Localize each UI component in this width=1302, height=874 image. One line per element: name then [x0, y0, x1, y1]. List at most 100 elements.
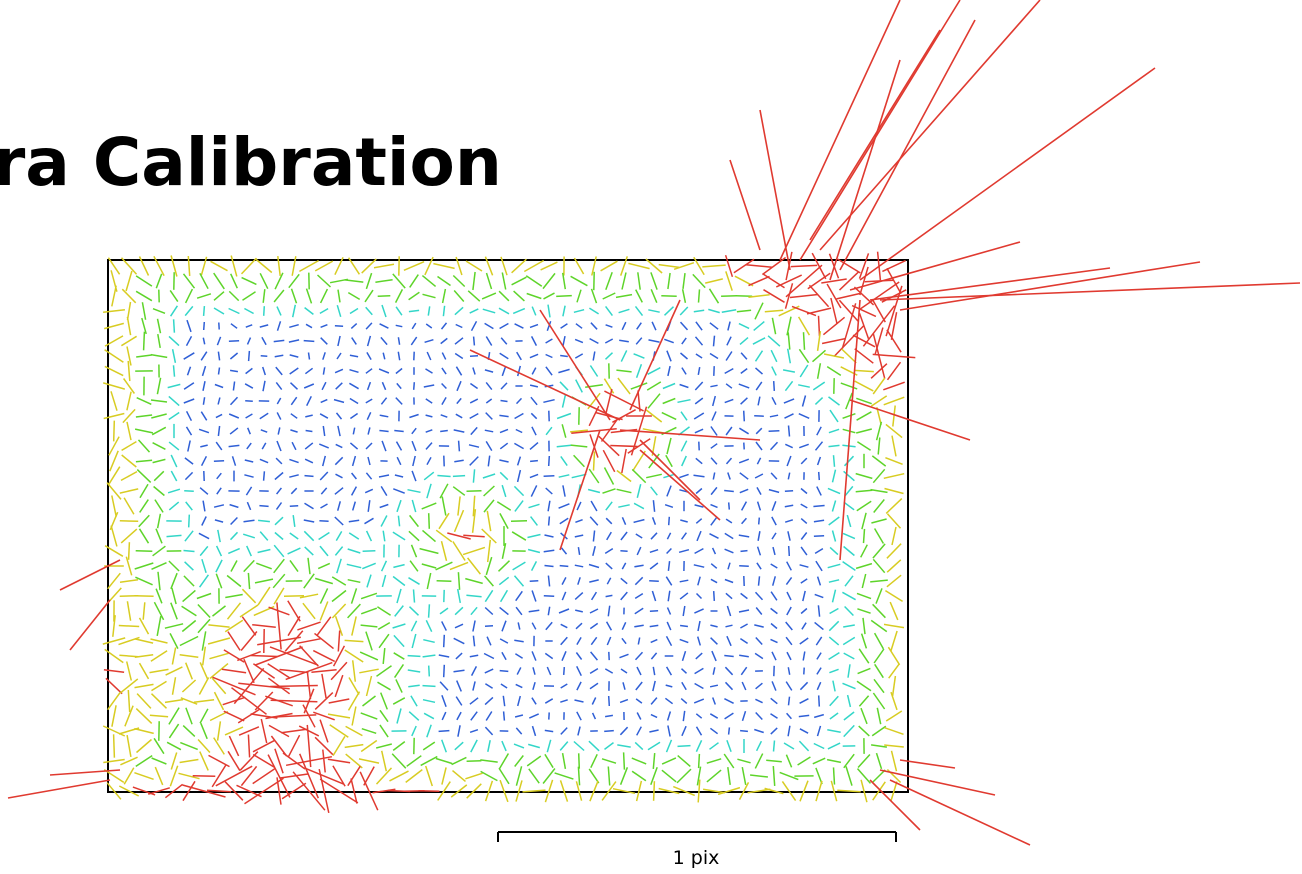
residual-vector	[661, 757, 677, 765]
residual-vector	[682, 605, 686, 617]
residual-vector	[500, 399, 508, 403]
residual-vector	[854, 369, 874, 373]
residual-vector	[382, 530, 386, 542]
residual-vector	[223, 649, 245, 663]
residual-vector	[710, 457, 718, 465]
residual-vector	[408, 711, 420, 721]
residual-vector	[756, 562, 762, 570]
residual-vector	[680, 668, 688, 674]
residual-vector	[576, 711, 582, 721]
residual-vector	[208, 624, 230, 628]
residual-vector	[577, 753, 581, 769]
residual-vector	[729, 159, 761, 251]
residual-vector	[170, 752, 178, 770]
residual-vector	[621, 562, 627, 570]
residual-vector	[546, 739, 552, 753]
residual-vector	[352, 427, 356, 435]
residual-vector	[724, 489, 734, 493]
residual-vector	[545, 353, 553, 359]
residual-vector	[424, 338, 434, 344]
residual-vector	[229, 369, 239, 373]
residual-vector	[784, 283, 794, 309]
residual-vector	[890, 691, 898, 711]
residual-vector	[874, 327, 884, 355]
residual-vector	[215, 413, 223, 419]
residual-vector	[391, 753, 407, 769]
residual-vector	[831, 469, 837, 483]
residual-vector	[285, 661, 333, 681]
residual-vector	[499, 428, 509, 434]
residual-vector	[693, 564, 705, 568]
residual-vector	[135, 708, 153, 724]
residual-vector	[272, 573, 286, 589]
residual-vector	[122, 378, 136, 394]
residual-vector	[604, 547, 614, 555]
residual-vector	[605, 562, 613, 570]
residual-vector	[214, 519, 224, 523]
residual-vector	[457, 572, 461, 590]
residual-vector	[501, 651, 507, 661]
residual-vector	[827, 742, 841, 750]
residual-vector	[873, 648, 885, 664]
residual-vector	[7, 779, 111, 799]
residual-vector	[604, 729, 614, 733]
residual-vector	[303, 339, 315, 343]
residual-vector	[202, 337, 206, 345]
residual-vector	[814, 593, 824, 599]
residual-vector	[118, 624, 140, 628]
residual-vector	[697, 576, 701, 586]
residual-vector	[258, 519, 270, 523]
residual-vector	[123, 767, 135, 785]
residual-vector	[299, 259, 319, 273]
residual-vector	[171, 647, 177, 665]
residual-vector	[171, 677, 177, 695]
residual-vector	[409, 514, 419, 528]
residual-vector	[856, 500, 872, 512]
residual-vector	[182, 725, 196, 737]
residual-vector	[155, 528, 163, 544]
residual-vector	[499, 669, 509, 673]
residual-vector	[741, 681, 747, 691]
residual-vector	[617, 744, 631, 748]
residual-vector	[155, 273, 163, 289]
residual-vector	[619, 339, 629, 343]
residual-vector	[790, 264, 818, 268]
residual-vector	[620, 577, 628, 585]
residual-vector	[858, 281, 900, 311]
residual-vector	[836, 292, 862, 300]
residual-vector	[531, 590, 537, 602]
residual-vector	[531, 367, 537, 375]
residual-vector	[666, 350, 672, 362]
residual-vector	[605, 271, 613, 291]
residual-vector	[750, 774, 768, 778]
residual-vector	[799, 698, 809, 704]
residual-vector	[575, 652, 583, 660]
residual-vector	[375, 279, 393, 283]
residual-vector	[530, 459, 538, 463]
residual-vector	[245, 486, 253, 496]
residual-vector	[122, 408, 136, 424]
residual-vector	[869, 267, 1111, 301]
residual-vector	[516, 695, 522, 707]
residual-vector	[513, 575, 525, 587]
residual-vector	[228, 735, 240, 757]
residual-vector	[661, 411, 677, 421]
residual-vector	[621, 448, 627, 474]
residual-vector	[873, 528, 885, 544]
residual-vector	[104, 335, 124, 347]
residual-vector	[872, 468, 886, 484]
residual-vector	[799, 780, 809, 802]
residual-vector	[362, 562, 376, 570]
residual-vector	[666, 621, 672, 631]
residual-vector	[216, 472, 222, 480]
residual-vector	[542, 272, 556, 290]
residual-vector	[349, 307, 359, 315]
residual-vector	[885, 710, 903, 722]
residual-vector	[334, 616, 344, 636]
residual-vector	[739, 488, 749, 494]
residual-vector	[605, 324, 613, 328]
residual-vector	[763, 273, 785, 289]
residual-vector	[708, 288, 720, 304]
residual-vector	[841, 303, 857, 349]
residual-vector	[755, 682, 763, 690]
